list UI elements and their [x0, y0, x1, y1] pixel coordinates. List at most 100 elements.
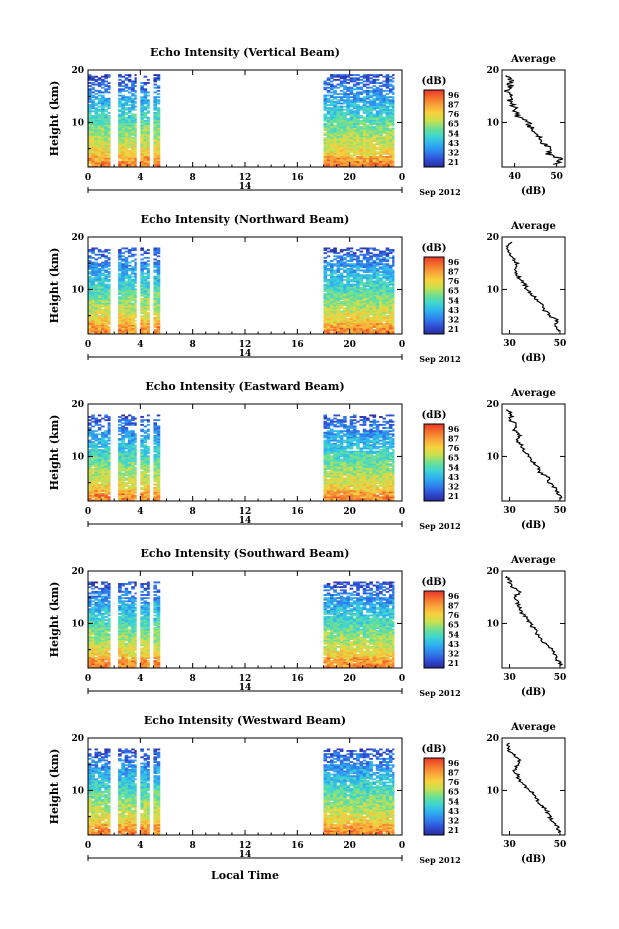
heatmap-cell [118, 307, 122, 310]
heatmap-cell [143, 291, 148, 294]
heatmap-cell [359, 278, 364, 281]
heatmap-cell [101, 425, 105, 428]
heatmap-cell [388, 148, 393, 150]
heatmap-cell [323, 116, 328, 119]
heatmap-cell [153, 475, 157, 478]
heatmap-cell [101, 496, 105, 499]
heatmap-cell [153, 456, 157, 459]
heatmap-cell [146, 302, 150, 305]
heatmap-cell [359, 321, 364, 324]
heatmap-cell [88, 332, 92, 335]
heatmap-cell [343, 86, 347, 89]
heatmap-cell [140, 488, 144, 491]
heatmap-cell [146, 78, 150, 81]
heatmap-cell [107, 286, 111, 289]
heatmap-cell [94, 124, 99, 127]
heatmap-cell [121, 277, 125, 280]
heatmap-cell [101, 137, 105, 139]
heatmap-cell [343, 137, 347, 139]
heatmap-cell [134, 483, 137, 486]
heatmap-cell [104, 256, 108, 259]
heatmap-cell [352, 280, 357, 283]
heatmap-cell [88, 160, 92, 163]
heatmap-cell [131, 433, 135, 436]
heatmap-cell [366, 269, 370, 272]
heatmap-cell [326, 310, 331, 313]
heatmap-cell [127, 264, 132, 267]
heatmap-cell [134, 304, 137, 306]
heatmap-cell [107, 130, 111, 133]
heatmap-cell [333, 311, 337, 314]
heatmap-cell [323, 271, 328, 273]
heatmap-cell [140, 419, 144, 422]
heatmap-cell [121, 299, 125, 302]
heatmap-cell [336, 280, 341, 283]
heatmap-cell [352, 137, 357, 139]
heatmap-cell [333, 263, 337, 266]
heatmap-cell [143, 447, 148, 450]
heatmap-cell [131, 247, 135, 250]
heatmap-cell [369, 302, 373, 305]
heatmap-cell [127, 282, 132, 284]
heatmap-cell [379, 300, 383, 303]
heatmap-cell [375, 91, 380, 94]
heatmap-cell [104, 308, 108, 311]
heatmap-cell [339, 129, 344, 132]
heatmap-cell [131, 302, 135, 305]
heatmap-cell [346, 99, 350, 102]
heatmap-cell [104, 489, 108, 492]
heatmap-cell [146, 447, 150, 450]
heatmap-cell [88, 302, 92, 305]
heatmap-cell [326, 129, 331, 132]
heatmap-cell [140, 460, 144, 462]
heatmap-cell [140, 461, 144, 464]
heatmap-cell [156, 489, 161, 492]
heatmap-cell [385, 304, 390, 306]
heatmap-cell [88, 444, 92, 447]
heatmap-cell [385, 155, 390, 158]
heatmap-cell [379, 127, 383, 130]
heatmap-cell [88, 483, 92, 486]
heatmap-cell [349, 313, 354, 316]
heatmap-cell [346, 291, 350, 294]
heatmap-cell [121, 438, 125, 440]
heatmap-cell [91, 483, 95, 486]
heatmap-cell [140, 472, 144, 475]
heatmap-cell [143, 263, 148, 266]
heatmap-cell [392, 260, 395, 262]
heatmap-cell [104, 444, 108, 447]
heatmap-cell [124, 269, 129, 272]
heatmap-cell [140, 149, 144, 152]
heatmap-cell [388, 271, 393, 273]
heatmap-cell [372, 263, 377, 266]
heatmap-cell [333, 116, 337, 119]
heatmap-cell [146, 486, 150, 489]
heatmap-cell [107, 425, 111, 428]
heatmap-cell [336, 118, 341, 121]
heatmap-cell [94, 96, 99, 99]
heatmap-cell [101, 472, 105, 475]
heatmap-cell [323, 316, 328, 319]
heatmap-cell [97, 324, 102, 327]
heatmap-cell [121, 427, 125, 429]
heatmap-cell [339, 108, 344, 111]
heatmap-cell [336, 149, 341, 152]
heatmap-cell [343, 149, 347, 152]
heatmap-cell [349, 318, 354, 321]
heatmap-cell [146, 329, 150, 332]
heatmap-cell [124, 277, 129, 280]
heatmap-cell [326, 496, 331, 499]
heatmap-cell [134, 78, 137, 81]
heatmap-cell [124, 118, 129, 121]
heatmap-cell [121, 88, 125, 91]
heatmap-cell [379, 285, 383, 288]
heatmap-cell [104, 442, 108, 445]
heatmap-cell [118, 321, 122, 324]
heatmap-cell [143, 330, 148, 333]
heatmap-cell [88, 116, 92, 119]
heatmap-cell [101, 486, 105, 489]
heatmap-cell [349, 297, 354, 300]
heatmap-cell [382, 122, 386, 125]
heatmap-cell [88, 422, 92, 425]
heatmap-cell [369, 155, 373, 158]
